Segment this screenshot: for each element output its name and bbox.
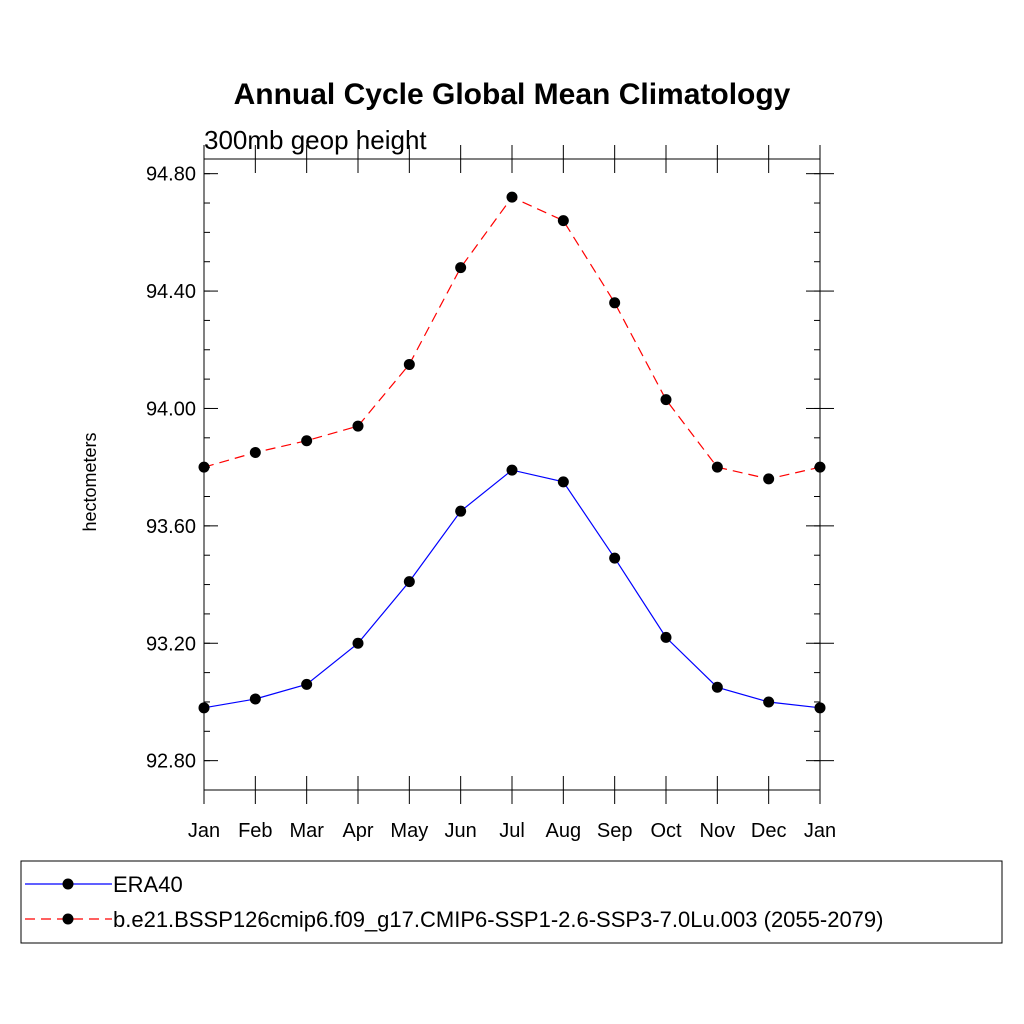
- legend-label-era40: ERA40: [113, 872, 183, 897]
- data-point: [301, 435, 313, 447]
- data-point: [609, 552, 621, 564]
- chart-title: Annual Cycle Global Mean Climatology: [234, 78, 791, 111]
- data-point: [455, 505, 467, 517]
- y-tick-label: 93.60: [146, 516, 196, 538]
- data-point: [557, 215, 569, 227]
- data-point: [301, 678, 313, 690]
- data-point: [609, 297, 621, 309]
- series-line: [203, 196, 821, 480]
- x-tick-label: May: [390, 820, 428, 842]
- x-tick-label: Jul: [499, 820, 525, 842]
- series-line: [203, 469, 821, 709]
- y-tick-label: 93.20: [146, 633, 196, 655]
- data-point: [403, 576, 415, 588]
- series-layer: [198, 191, 826, 714]
- x-tick-label: Jun: [445, 820, 477, 842]
- legend-marker-projection: [62, 913, 74, 925]
- x-tick-label: Jan: [804, 820, 836, 842]
- x-tick-label: Nov: [700, 820, 736, 842]
- data-point: [249, 693, 261, 705]
- data-point: [352, 420, 364, 432]
- data-point: [660, 394, 672, 406]
- data-point: [711, 461, 723, 473]
- x-tick-label: Mar: [289, 820, 324, 842]
- plot-axes: 92.80 93.20 93.60 94.00 94.40 94.80 Jan Feb Mar A…: [146, 145, 836, 842]
- data-point: [763, 473, 775, 485]
- x-tick-label: Apr: [342, 820, 373, 842]
- legend-marker-era40: [62, 878, 74, 890]
- data-point: [352, 637, 364, 649]
- chart-subtitle: 300mb geop height: [204, 125, 427, 155]
- x-tick-label: Jan: [188, 820, 220, 842]
- data-point: [557, 476, 569, 488]
- y-tick-label: 94.40: [146, 281, 196, 303]
- data-point: [506, 464, 518, 476]
- data-point: [249, 446, 261, 458]
- x-tick-label: Dec: [751, 820, 787, 842]
- legend: ERA40 b.e21.BSSP126cmip6.f09_g17.CMIP6-S…: [20, 860, 1003, 944]
- data-point: [455, 262, 467, 274]
- x-tick-label: Aug: [546, 820, 582, 842]
- x-tick-label: Sep: [597, 820, 633, 842]
- y-tick-label: 92.80: [146, 751, 196, 773]
- data-point: [506, 191, 518, 203]
- x-tick-label: Oct: [650, 820, 682, 842]
- data-point: [814, 702, 826, 714]
- series-0: [198, 464, 826, 714]
- y-tick-label: 94.80: [146, 164, 196, 186]
- data-point: [814, 461, 826, 473]
- legend-box: [20, 860, 1003, 944]
- data-point: [763, 696, 775, 708]
- data-point: [711, 681, 723, 693]
- data-point: [198, 461, 210, 473]
- y-axis-label: hectometers: [80, 432, 100, 531]
- y-tick-label: 94.00: [146, 398, 196, 420]
- series-1: [198, 191, 826, 485]
- data-point: [198, 702, 210, 714]
- x-tick-label: Feb: [238, 820, 272, 842]
- data-point: [660, 631, 672, 643]
- legend-label-projection: b.e21.BSSP126cmip6.f09_g17.CMIP6-SSP1-2.…: [113, 907, 883, 932]
- data-point: [403, 358, 415, 370]
